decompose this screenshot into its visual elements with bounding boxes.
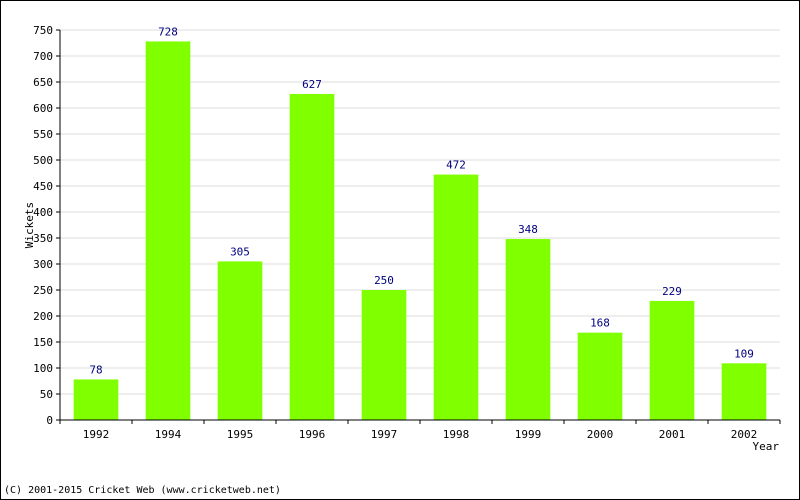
bar-1992 <box>73 379 119 420</box>
bar-2002 <box>721 363 767 420</box>
y-tick-label: 550 <box>33 128 53 141</box>
bar-1995 <box>217 261 263 420</box>
x-axis-title: Year <box>753 440 780 453</box>
y-tick-label: 300 <box>33 258 53 271</box>
bar-1994 <box>145 41 191 420</box>
axis-layer <box>56 29 781 424</box>
y-tick-label: 50 <box>40 388 53 401</box>
bar-1998 <box>433 174 479 420</box>
bar-1997 <box>361 290 407 420</box>
value-label-1998: 472 <box>446 159 466 172</box>
value-label-1996: 627 <box>302 78 322 91</box>
value-label-1999: 348 <box>518 223 538 236</box>
x-tick-label-2001: 2001 <box>659 428 686 441</box>
y-tick-label: 600 <box>33 102 53 115</box>
value-label-2000: 168 <box>590 317 610 330</box>
y-axis-title: Wickets <box>23 202 36 248</box>
x-tick-label-2002: 2002 <box>731 428 758 441</box>
x-tick-label-1994: 1994 <box>155 428 182 441</box>
y-tick-label: 200 <box>33 310 53 323</box>
bar-layer <box>73 41 767 421</box>
value-label-2001: 229 <box>662 285 682 298</box>
bar-2000 <box>577 332 623 420</box>
y-tick-label: 0 <box>46 414 53 427</box>
y-tick-label: 750 <box>33 24 53 37</box>
copyright-footer: (C) 2001-2015 Cricket Web (www.cricketwe… <box>4 485 281 496</box>
value-label-1997: 250 <box>374 274 394 287</box>
y-tick-label: 700 <box>33 50 53 63</box>
y-tick-label: 650 <box>33 76 53 89</box>
y-tick-label: 100 <box>33 362 53 375</box>
x-tick-label-1995: 1995 <box>227 428 254 441</box>
value-label-1992: 78 <box>89 363 102 376</box>
y-tick-label: 250 <box>33 284 53 297</box>
label-layer: 0 50 100 150 200 250 300 350 400 450 500 550 600 650 7… <box>33 24 757 441</box>
y-tick-label: 400 <box>33 206 53 219</box>
x-tick-label-1999: 1999 <box>515 428 542 441</box>
y-tick-label: 500 <box>33 154 53 167</box>
value-label-1994: 728 <box>158 25 178 38</box>
x-tick-label-1996: 1996 <box>299 428 326 441</box>
value-label-2002: 109 <box>734 347 754 360</box>
bar-1996 <box>289 93 335 421</box>
bar-2001 <box>649 300 695 420</box>
x-tick-label-1998: 1998 <box>443 428 470 441</box>
value-label-1995: 305 <box>230 245 250 258</box>
y-tick-label: 150 <box>33 336 53 349</box>
x-tick-label-1992: 1992 <box>83 428 110 441</box>
x-tick-label-2000: 2000 <box>587 428 614 441</box>
bar-1999 <box>505 239 551 420</box>
y-tick-label: 350 <box>33 232 53 245</box>
x-tick-label-1997: 1997 <box>371 428 398 441</box>
y-tick-label: 450 <box>33 180 53 193</box>
